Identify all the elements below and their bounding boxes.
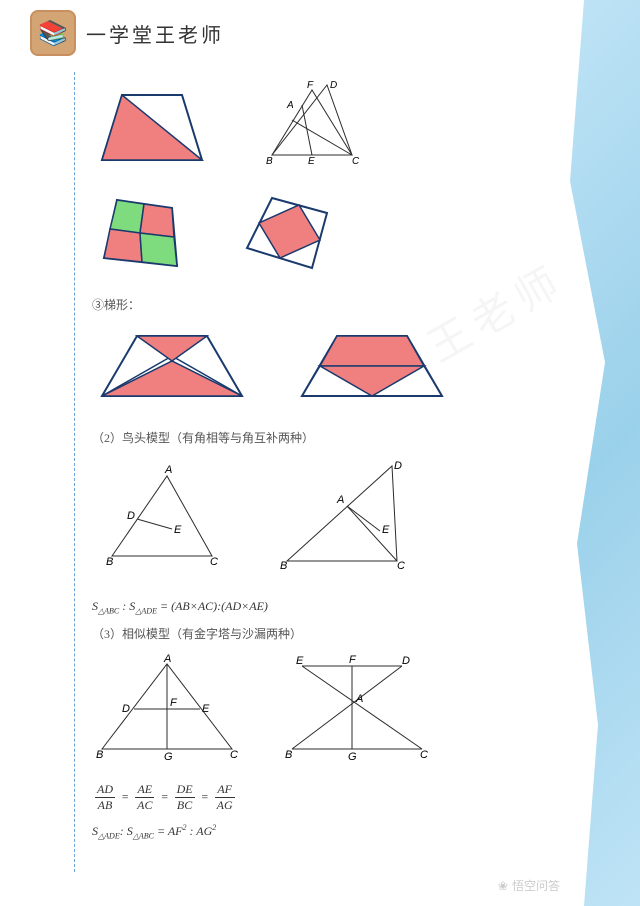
frac-2: AEAC [135,782,154,813]
bird-model-label: （2）鸟头模型（有角相等与角互补两种） [92,429,532,446]
trapezoid-red-triangle [92,80,212,170]
figure-row-1: A F D B E C [92,80,532,170]
footer-text: 悟空问答 [512,877,560,894]
svg-text:E: E [296,655,304,667]
quad-diamond-inside [232,188,342,278]
svg-text:D: D [127,510,135,522]
triangle-labeled-diagram: A F D B E C [252,80,392,170]
svg-text:D: D [394,461,402,472]
svg-text:F: F [307,80,314,91]
pyramid-triangle: A D F E B G C [92,654,242,764]
svg-text:E: E [382,524,390,536]
figure-row-2 [92,188,532,278]
avatar-emoji: 📚 [38,19,68,48]
trapezoid-label: ③梯形： [92,296,532,313]
avatar: 📚 [30,10,76,56]
ratio-formula: ADAB = AEAC = DEBC = AFAG [92,782,532,813]
svg-text:F: F [349,654,357,666]
figure-row-5: A D F E B G C E F D A B G C [92,654,532,764]
svg-text:B: B [285,749,292,761]
figure-row-4: A D E B C D A E B C [92,461,532,581]
svg-text:B: B [280,560,287,572]
svg-text:G: G [348,751,357,763]
right-decoration [570,0,640,906]
frac-1: ADAB [95,782,115,813]
svg-text:D: D [402,655,410,667]
svg-text:C: C [210,556,218,568]
frac-3: DEBC [175,782,195,813]
svg-text:A: A [336,494,344,506]
bird-triangle-2: D A E B C [272,461,412,581]
svg-text:G: G [164,751,173,763]
figure-row-3 [92,321,532,411]
svg-text:F: F [170,697,178,709]
svg-text:B: B [96,749,103,761]
bird-formula: S△ABC : S△ADE = (AB×AC):(AD×AE) [92,599,532,615]
svg-text:C: C [397,560,405,572]
svg-text:B: B [106,556,113,568]
svg-text:C: C [352,156,360,167]
svg-text:A: A [163,654,171,665]
footer-logo: ❀ 悟空问答 [498,877,560,894]
formula-sub1: △ABC [98,606,119,615]
content-area: A F D B E C ③梯形： [92,80,532,851]
svg-text:C: C [420,749,428,761]
svg-text:E: E [308,156,315,167]
svg-text:C: C [230,749,238,761]
bird-triangle-1: A D E B C [92,461,232,571]
trapezoid-x-red [92,321,252,411]
frac-4: AFAG [215,782,235,813]
svg-text:B: B [266,156,273,167]
vertical-divider [74,72,75,872]
header: 📚 一学堂王老师 [30,10,224,56]
page-title: 一学堂王老师 [86,19,224,48]
footer-icon: ❀ [498,879,508,893]
formula-right: = (AB×AC):(AD×AE) [160,599,268,613]
area-formula: S△ADE: S△ABC = AF2 : AG2 [92,823,532,840]
svg-text:D: D [122,703,130,715]
formula-sub2: △ADE [135,606,157,615]
svg-text:D: D [330,80,337,91]
similar-model-label: （3）相似模型（有金字塔与沙漏两种） [92,625,532,642]
svg-text:A: A [286,100,294,111]
svg-text:A: A [355,693,363,705]
svg-text:E: E [174,524,182,536]
svg-text:E: E [202,703,210,715]
trapezoid-midline-red [292,321,452,411]
svg-text:A: A [164,464,172,476]
quad-green-red [92,188,192,278]
hourglass-triangle: E F D A B G C [282,654,432,764]
